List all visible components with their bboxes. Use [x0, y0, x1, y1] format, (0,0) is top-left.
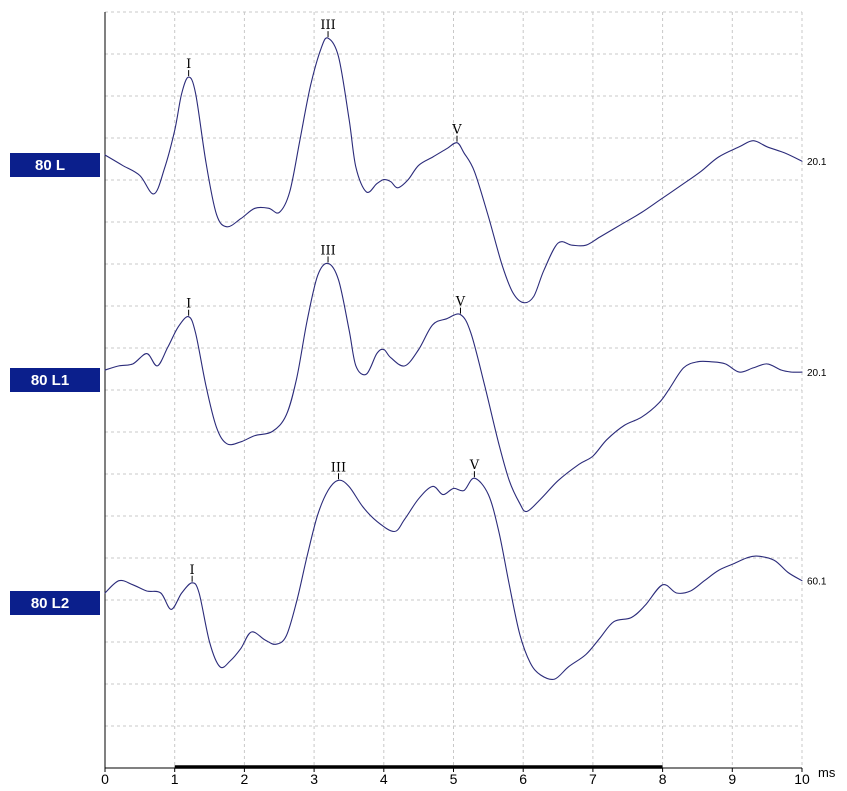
channel-badge-label: 80 L1 — [31, 372, 69, 389]
x-tick-label: 6 — [519, 771, 527, 787]
x-tick-label: 8 — [659, 771, 667, 787]
x-tick-label: 10 — [794, 771, 810, 787]
x-tick-label: 1 — [171, 771, 179, 787]
x-tick-label: 9 — [728, 771, 736, 787]
channel-badge-background — [10, 153, 100, 177]
gain-label: 60.1 — [807, 577, 827, 588]
peak-label: V — [451, 123, 462, 138]
peak-label: V — [455, 295, 466, 310]
x-tick-label: 4 — [380, 771, 388, 787]
waveform-trace — [104, 37, 803, 304]
channel-badge[interactable]: 80 L — [10, 153, 100, 177]
channel-badge-background — [10, 591, 100, 615]
gain-label: 20.1 — [807, 368, 827, 379]
x-tick-label: 7 — [589, 771, 597, 787]
waveform-trace — [104, 262, 803, 513]
peak-label: III — [331, 460, 346, 475]
gain-label: 20.1 — [807, 157, 827, 168]
x-tick-label: 0 — [101, 771, 109, 787]
peak-label: III — [320, 18, 335, 33]
peak-label: I — [186, 57, 191, 72]
channel-badge-label: 80 L2 — [31, 595, 69, 612]
x-tick-labels: 0 1 2 3 4 5 6 7 8 9 10 — [101, 768, 810, 787]
x-tick-label: 5 — [450, 771, 458, 787]
peak-label: I — [190, 563, 195, 578]
x-axis-unit-label: ms — [818, 765, 836, 780]
channel-badge[interactable]: 80 L1 — [10, 368, 100, 392]
waveform-trace — [104, 477, 803, 680]
peak-label: III — [320, 243, 335, 258]
x-tick-label: 2 — [241, 771, 249, 787]
peak-label: I — [186, 297, 191, 312]
channel-badge-background — [10, 368, 100, 392]
channel-badge-label: 80 L — [35, 157, 65, 174]
axes: ms — [104, 12, 836, 780]
peak-label: V — [469, 458, 480, 473]
channel-badge[interactable]: 80 L2 — [10, 591, 100, 615]
grid — [105, 11, 803, 768]
x-tick-label: 3 — [310, 771, 318, 787]
